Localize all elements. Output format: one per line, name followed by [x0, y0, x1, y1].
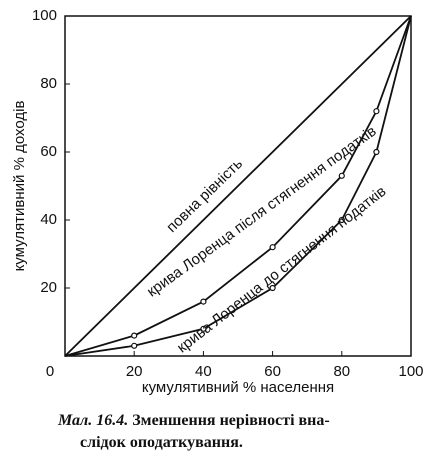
point	[200, 325, 207, 332]
y-axis-title: кумулятивний % доходів	[11, 101, 28, 272]
x-tick-label: 100	[398, 363, 423, 380]
caption: Мал. 16.4. Зменшення нерівності вна-слід…	[58, 410, 428, 454]
point	[338, 216, 345, 224]
point	[269, 284, 276, 292]
curve-label: крива Лоренца до стягнення податків	[174, 183, 390, 357]
x-tick-label: 0	[46, 363, 54, 380]
caption-line: Зменшення нерівності вна-	[132, 412, 330, 429]
point	[131, 332, 138, 339]
x-tick-label: 80	[333, 363, 350, 380]
y-tick-label: 80	[40, 75, 57, 92]
plot-frame	[64, 15, 412, 357]
x-tick-label: 60	[264, 363, 281, 380]
y-tick-label: 100	[32, 7, 57, 24]
x-tick-label: 40	[195, 363, 212, 380]
series-line	[64, 15, 412, 357]
caption-line: слідок оподаткування.	[80, 434, 243, 451]
chart: кумулятивний % доходів кумулятивний % на…	[11, 7, 424, 396]
caption-label: Мал. 16.4.	[58, 412, 129, 429]
y-tick-label: 60	[40, 143, 57, 160]
point	[373, 148, 380, 156]
point	[338, 172, 345, 179]
point	[373, 108, 380, 115]
x-tick-label: 20	[126, 363, 143, 380]
y-tick-label: 20	[40, 279, 57, 296]
y-tick-label: 40	[40, 211, 57, 228]
point	[200, 298, 207, 305]
point	[269, 244, 276, 251]
x-axis-title: кумулятивний % населення	[142, 379, 334, 396]
point	[131, 342, 138, 349]
